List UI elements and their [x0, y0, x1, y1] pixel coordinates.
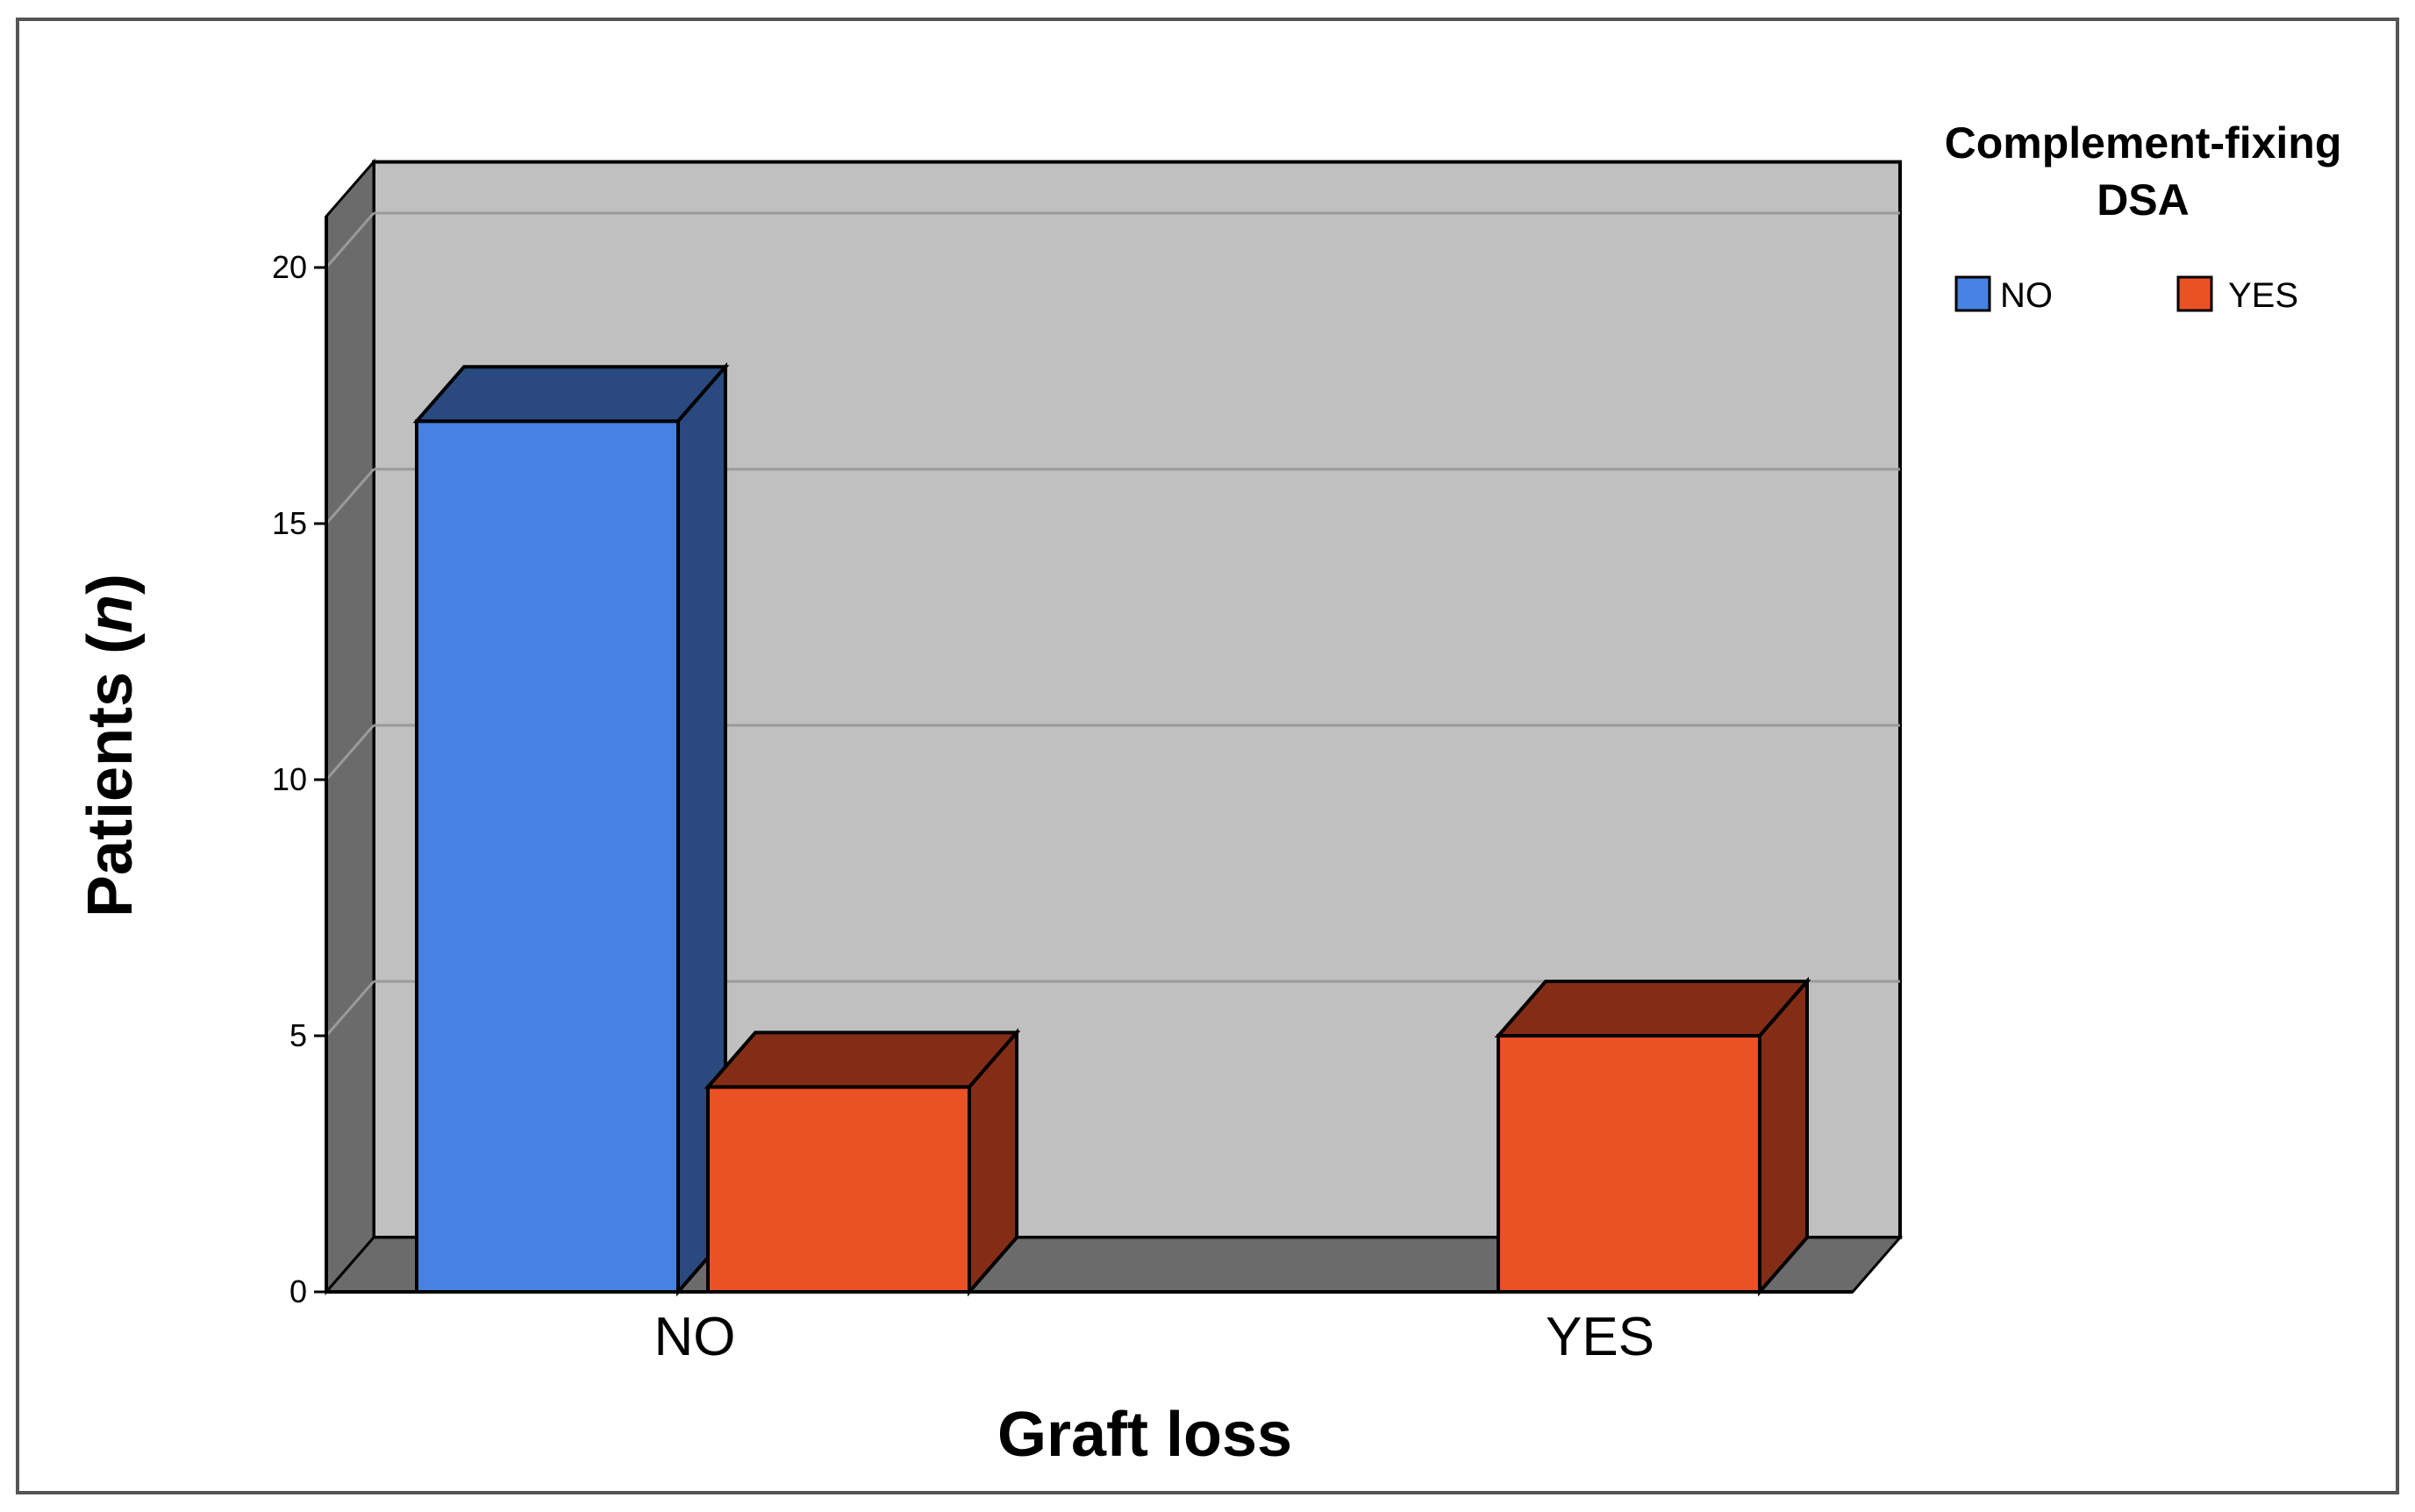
x-tick-label-yes: YES: [1546, 1307, 1654, 1367]
bar-front: [706, 1085, 971, 1294]
legend: Complement-fixing DSA NO YES: [1945, 118, 2342, 315]
bar-yes-yes: [1494, 976, 1811, 1297]
y-axis-title-italic: n: [75, 595, 146, 633]
bar-top: [1494, 980, 1811, 1038]
legend-swatch-no: [1954, 275, 1991, 312]
bar-no-no: [412, 361, 730, 1297]
legend-title-line-1: Complement-fixing: [1945, 118, 2342, 168]
legend-label-yes: YES: [2228, 276, 2298, 315]
legend-swatch-yes: [2176, 275, 2213, 312]
legend-label-no: NO: [2000, 276, 2053, 315]
y-axis-title-prefix: Patients (: [75, 633, 146, 917]
gridline-side: [325, 212, 375, 268]
bar-side: [1758, 976, 1809, 1297]
bar-front: [415, 419, 680, 1294]
side-wall: [325, 158, 375, 1296]
y-tick-label: 5: [289, 1017, 307, 1053]
gridline-side: [325, 724, 375, 781]
x-axis-ticks: NO YES: [654, 1307, 1655, 1367]
bar-no-yes: [704, 1028, 1021, 1297]
bar-top: [412, 365, 730, 424]
legend-title-line-2: DSA: [2097, 175, 2190, 225]
x-tick-label-no: NO: [654, 1307, 736, 1367]
bar-top: [704, 1031, 1021, 1089]
y-tick-label: 0: [289, 1273, 307, 1309]
gridline-side: [325, 468, 375, 524]
bar-front: [1497, 1034, 1761, 1294]
bar-side: [968, 1028, 1018, 1297]
y-tick-label: 15: [272, 505, 307, 541]
y-axis-title: Patients (n): [75, 574, 146, 917]
y-axis-ticks: 0 5 10 15 20: [272, 249, 326, 1309]
y-axis-title-suffix: ): [75, 574, 146, 595]
gridline-side: [325, 981, 375, 1037]
y-tick-label: 20: [272, 249, 307, 285]
x-axis-title: Graft loss: [997, 1400, 1292, 1470]
y-tick-label: 10: [272, 761, 307, 797]
bars: [412, 361, 1811, 1297]
